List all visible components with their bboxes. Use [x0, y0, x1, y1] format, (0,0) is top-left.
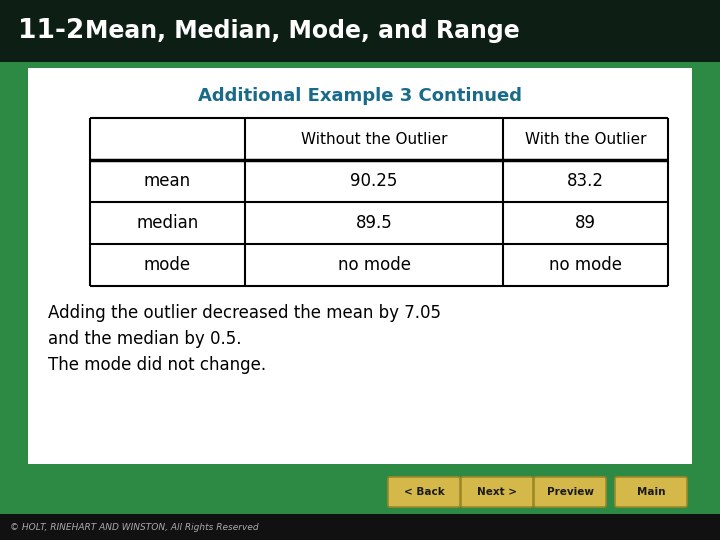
- Text: mode: mode: [144, 256, 191, 274]
- Text: no mode: no mode: [549, 256, 622, 274]
- Text: Preview: Preview: [546, 487, 593, 497]
- Bar: [0, 0, 720, 62]
- Bar: [0, 514, 720, 540]
- Text: Mean, Median, Mode, and Range: Mean, Median, Mode, and Range: [85, 19, 520, 43]
- Text: Main: Main: [636, 487, 665, 497]
- Text: With the Outlier: With the Outlier: [525, 132, 647, 146]
- FancyBboxPatch shape: [615, 477, 687, 507]
- Text: Adding the outlier decreased the mean by 7.05
and the median by 0.5.: Adding the outlier decreased the mean by…: [48, 304, 441, 348]
- Text: Additional Example 3 Continued: Additional Example 3 Continued: [198, 87, 522, 105]
- FancyBboxPatch shape: [388, 477, 460, 507]
- Text: The mode did not change.: The mode did not change.: [48, 356, 266, 374]
- Text: 90.25: 90.25: [351, 172, 397, 190]
- Text: median: median: [136, 214, 199, 232]
- Text: 89.5: 89.5: [356, 214, 392, 232]
- FancyBboxPatch shape: [461, 477, 533, 507]
- Text: no mode: no mode: [338, 256, 410, 274]
- Text: mean: mean: [144, 172, 191, 190]
- FancyBboxPatch shape: [534, 477, 606, 507]
- Text: Without the Outlier: Without the Outlier: [301, 132, 447, 146]
- Text: 83.2: 83.2: [567, 172, 604, 190]
- Bar: [28, 68, 692, 464]
- Text: < Back: < Back: [404, 487, 444, 497]
- Text: © HOLT, RINEHART AND WINSTON, All Rights Reserved: © HOLT, RINEHART AND WINSTON, All Rights…: [10, 523, 258, 531]
- Text: 89: 89: [575, 214, 596, 232]
- Text: Next >: Next >: [477, 487, 517, 497]
- Text: 11-2: 11-2: [18, 18, 84, 44]
